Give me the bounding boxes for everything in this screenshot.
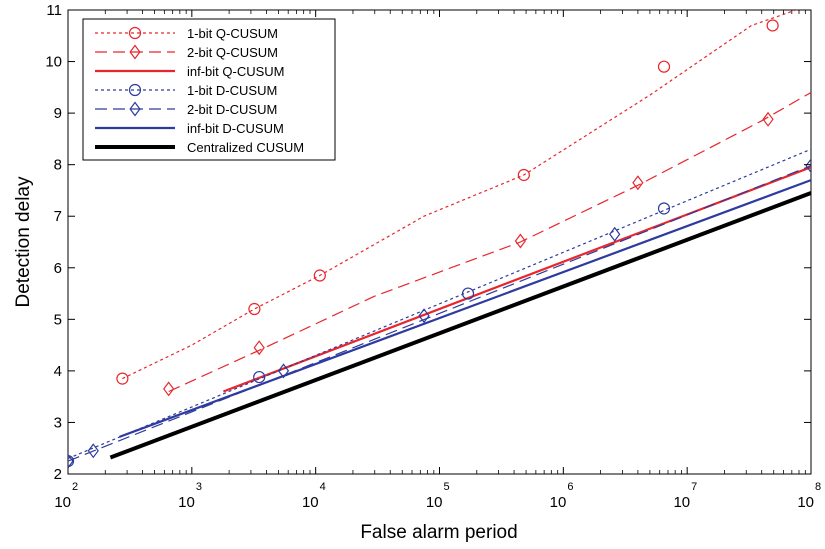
series-line-centralized-cusum — [109, 191, 811, 460]
legend-item-2-bit-q-cusum: 2-bit Q-CUSUM — [95, 44, 278, 60]
x-tick-label: 10 — [673, 494, 690, 511]
series-layer — [68, 10, 811, 469]
x-tick-label: 10 — [54, 494, 71, 511]
x-tick-label: 10 — [302, 494, 319, 511]
series-line-inf-bit-d-cusum — [119, 179, 811, 438]
legend-item-1-bit-q-cusum: 1-bit Q-CUSUM — [95, 26, 278, 41]
marker-1-bit-q-cusum — [116, 372, 129, 385]
legend-item-inf-bit-d-cusum: inf-bit D-CUSUM — [95, 121, 284, 136]
legend-item-inf-bit-q-cusum: inf-bit Q-CUSUM — [95, 64, 285, 79]
x-tick-exponent: 6 — [567, 481, 573, 493]
marker-2-bit-d-cusum — [609, 226, 621, 242]
marker-1-bit-d-cusum — [657, 202, 671, 215]
legend-item-2-bit-d-cusum: 2-bit D-CUSUM — [95, 101, 277, 117]
series-inf-bit-d-cusum — [119, 179, 811, 438]
series-2-bit-q-cusum — [163, 91, 811, 397]
legend-label-2-bit-d-cusum: 2-bit D-CUSUM — [187, 102, 277, 117]
legend-marker-2-bit-q-cusum — [129, 44, 141, 60]
x-tick-exponent: 5 — [444, 481, 450, 493]
marker-2-bit-d-cusum — [277, 363, 290, 379]
y-tick-label: 9 — [54, 105, 62, 122]
x-tick-label: 10 — [550, 494, 567, 511]
series-1-bit-q-cusum — [116, 10, 798, 385]
y-axis-label: Detection delay — [13, 176, 34, 307]
marker-1-bit-q-cusum — [313, 269, 326, 282]
y-tick-label: 2 — [54, 466, 62, 483]
legend-item-1-bit-d-cusum: 1-bit D-CUSUM — [95, 83, 277, 98]
x-tick-exponent: 7 — [691, 481, 697, 493]
x-tick-label: 10 — [797, 494, 814, 511]
legend-label-inf-bit-d-cusum: inf-bit D-CUSUM — [187, 121, 284, 136]
marker-2-bit-q-cusum — [632, 175, 644, 191]
marker-1-bit-q-cusum — [248, 302, 261, 316]
legend-marker-1-bit-d-cusum — [128, 83, 142, 97]
x-tick-exponent: 8 — [815, 481, 821, 493]
series-line-2-bit-d-cusum — [68, 165, 811, 462]
y-tick-label: 7 — [54, 208, 62, 225]
marker-2-bit-d-cusum — [805, 158, 811, 174]
series-2-bit-d-cusum — [68, 158, 811, 469]
marker-2-bit-d-cusum — [87, 443, 99, 459]
legend-label-1-bit-d-cusum: 1-bit D-CUSUM — [187, 83, 277, 98]
marker-2-bit-q-cusum — [253, 340, 265, 356]
x-tick-exponent: 2 — [72, 481, 78, 493]
y-tick-label: 10 — [45, 54, 62, 71]
series-line-2-bit-q-cusum — [168, 91, 811, 393]
marker-2-bit-d-cusum — [418, 308, 430, 324]
marker-2-bit-q-cusum — [514, 233, 527, 249]
x-tick-label: 10 — [426, 494, 443, 511]
y-tick-label: 4 — [54, 363, 62, 380]
marker-1-bit-d-cusum — [253, 370, 266, 384]
x-tick-exponent: 4 — [320, 481, 326, 493]
legend-item-centralized-cusum: Centralized CUSUM — [95, 140, 304, 155]
marker-2-bit-q-cusum — [762, 111, 774, 127]
marker-2-bit-q-cusum — [163, 381, 175, 397]
y-tick-label: 5 — [54, 311, 62, 328]
legend-box — [82, 18, 336, 161]
legend-label-inf-bit-q-cusum: inf-bit Q-CUSUM — [187, 64, 285, 79]
legend-marker-2-bit-d-cusum — [129, 101, 141, 117]
x-tick-exponent: 3 — [196, 481, 202, 493]
y-tick-label: 11 — [46, 2, 62, 19]
legend-marker-1-bit-q-cusum — [128, 26, 142, 40]
legend-label-centralized-cusum: Centralized CUSUM — [187, 140, 304, 155]
x-tick-label: 10 — [178, 494, 195, 511]
y-tick-label: 8 — [54, 157, 62, 174]
y-tick-label: 6 — [54, 260, 62, 277]
series-centralized-cusum — [109, 191, 811, 460]
marker-1-bit-q-cusum — [517, 168, 530, 182]
legend-label-1-bit-q-cusum: 1-bit Q-CUSUM — [187, 26, 278, 41]
series-line-1-bit-q-cusum — [122, 10, 798, 380]
marker-2-bit-d-cusum — [68, 453, 74, 469]
marker-1-bit-q-cusum — [657, 60, 671, 73]
marker-1-bit-q-cusum — [766, 19, 779, 32]
legend-label-2-bit-q-cusum: 2-bit Q-CUSUM — [187, 45, 278, 60]
x-axis-label: False alarm period — [360, 522, 517, 543]
legend: 1-bit Q-CUSUM 2-bit Q-CUSUM inf-bit Q-CUSU… — [82, 18, 336, 161]
series-line-1-bit-d-cusum — [68, 148, 811, 460]
y-tick-label: 3 — [54, 414, 62, 431]
marker-1-bit-d-cusum — [461, 287, 475, 300]
